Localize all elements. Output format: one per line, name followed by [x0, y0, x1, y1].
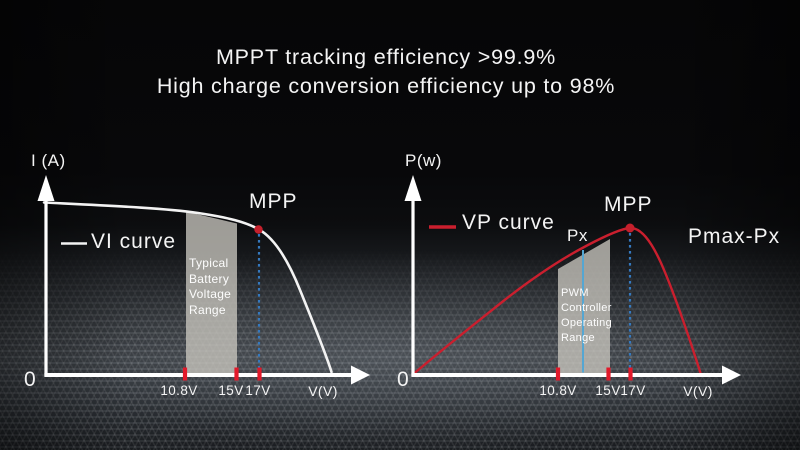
tick-17v-left	[257, 367, 262, 381]
mpp-label-left: MPP	[249, 190, 298, 213]
background-ripple-texture	[0, 248, 800, 450]
tick-label-15v-right: 15V	[595, 383, 621, 398]
px-label: Px	[567, 226, 588, 245]
tick-label-10-8v-left: 10.8V	[160, 383, 198, 398]
headline-line2: High charge conversion efficiency up to …	[156, 74, 616, 98]
y-axis-label-left: I (A)	[31, 151, 66, 170]
tick-15v-right	[606, 367, 611, 381]
x-axis-label-left: V(V)	[308, 383, 338, 399]
pwm-band-line4: Range	[561, 332, 595, 344]
y-axis-label-right: P(w)	[405, 151, 442, 170]
tick-label-17v-right: 17V	[620, 383, 646, 398]
battery-band-caption: Typical Battery Voltage Range	[189, 256, 231, 318]
battery-band-line4: Range	[189, 302, 226, 317]
vp-curve-line	[412, 226, 702, 375]
battery-band-line2: Battery	[189, 271, 230, 286]
vp-legend-label: VP curve	[462, 211, 555, 234]
x-axis-arrow-right	[722, 365, 741, 385]
vi-chart	[37, 175, 370, 385]
mpp-point-right	[625, 223, 635, 233]
battery-band-line1: Typical	[189, 256, 229, 270]
origin-label-left: 0	[24, 368, 36, 391]
y-axis-arrow-right	[404, 175, 422, 201]
tick-17v-right	[628, 367, 633, 381]
x-axis-label-right: V(V)	[683, 383, 713, 399]
origin-label-right: 0	[397, 368, 409, 391]
pwm-band-line2: Controller	[561, 302, 612, 314]
mpp-label-right: MPP	[604, 193, 653, 216]
pwm-band-line1: PWM	[561, 287, 589, 299]
tick-15v-left	[234, 367, 239, 381]
pwm-band-line3: Operating	[561, 317, 613, 329]
pmax-px-label: Pmax-Px	[688, 225, 781, 248]
tick-label-17v-left: 17V	[245, 383, 271, 398]
y-axis-arrow-left	[37, 175, 55, 201]
headline: MPPT tracking efficiency >99.9% High cha…	[0, 43, 772, 101]
background-horizon-glow	[0, 248, 800, 450]
battery-voltage-band	[186, 211, 237, 375]
x-axis-arrow-left	[351, 365, 370, 385]
headline-line1: MPPT tracking efficiency >99.9%	[215, 45, 557, 69]
tick-label-10-8v-right: 10.8V	[539, 383, 577, 398]
tick-10-8v-right	[555, 367, 561, 381]
battery-band-line3: Voltage	[189, 287, 232, 301]
tick-label-15v-left: 15V	[218, 383, 244, 398]
vp-chart	[404, 175, 741, 385]
vi-legend-label: VI curve	[91, 230, 177, 253]
tick-10-8v-left	[182, 367, 188, 381]
pwm-band-caption: PWM Controller Operating Range	[561, 286, 612, 346]
mpp-point-left	[254, 225, 263, 234]
